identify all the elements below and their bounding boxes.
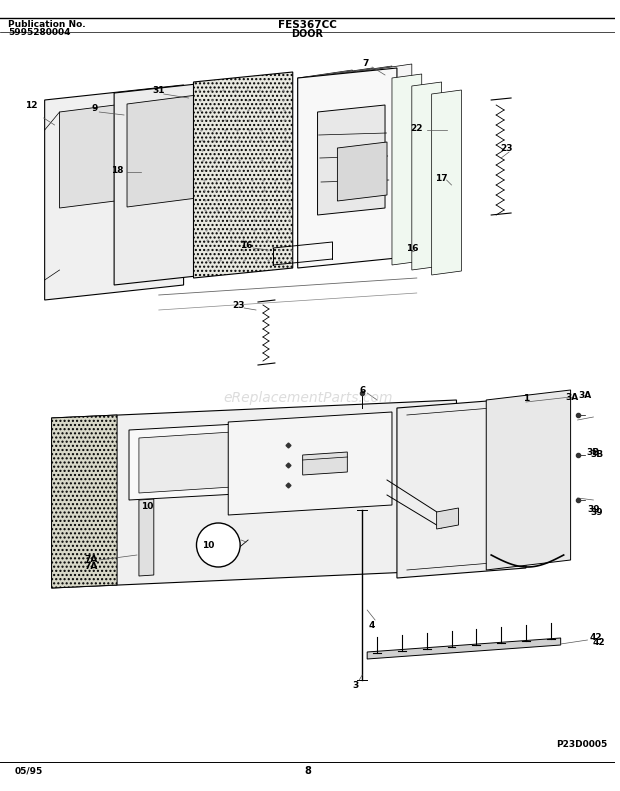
Polygon shape	[139, 430, 263, 493]
Text: 17: 17	[435, 173, 448, 183]
Polygon shape	[298, 68, 397, 268]
Text: 23: 23	[500, 143, 512, 153]
Text: 4: 4	[369, 620, 375, 630]
Text: 39: 39	[587, 505, 600, 514]
Polygon shape	[139, 499, 154, 576]
Polygon shape	[228, 412, 392, 515]
Polygon shape	[51, 415, 117, 588]
Polygon shape	[129, 422, 273, 500]
Polygon shape	[317, 68, 372, 263]
Polygon shape	[193, 72, 293, 278]
Text: 3B: 3B	[587, 448, 600, 456]
Circle shape	[197, 523, 240, 567]
Text: 7: 7	[362, 59, 368, 67]
Text: 31: 31	[153, 85, 165, 94]
Polygon shape	[397, 398, 526, 578]
Text: 7A: 7A	[84, 555, 98, 565]
Text: P23D0005: P23D0005	[556, 740, 607, 749]
Text: 16: 16	[240, 240, 252, 249]
Polygon shape	[298, 70, 352, 265]
Text: 05/95: 05/95	[15, 766, 43, 775]
Text: 12: 12	[25, 100, 38, 109]
Polygon shape	[317, 105, 385, 215]
Polygon shape	[436, 508, 458, 529]
Text: 5995280004: 5995280004	[8, 28, 71, 37]
Text: 39: 39	[590, 508, 603, 517]
Text: Publication No.: Publication No.	[8, 20, 86, 29]
Text: 18: 18	[111, 165, 123, 175]
Polygon shape	[367, 638, 560, 659]
Polygon shape	[392, 74, 422, 265]
Text: 22: 22	[410, 123, 423, 133]
Polygon shape	[45, 85, 184, 300]
Text: 1: 1	[523, 393, 529, 403]
Polygon shape	[60, 98, 171, 208]
Text: DOOR: DOOR	[291, 29, 324, 39]
Text: 3B: 3B	[590, 450, 603, 459]
Text: 8: 8	[304, 766, 311, 776]
Polygon shape	[51, 400, 456, 588]
Polygon shape	[432, 90, 461, 275]
Text: FES367CC: FES367CC	[278, 20, 337, 30]
Text: 23: 23	[232, 301, 244, 309]
Text: 10: 10	[141, 501, 153, 510]
Text: 10: 10	[202, 540, 215, 550]
Polygon shape	[486, 390, 570, 570]
Text: 3: 3	[352, 680, 358, 690]
Text: 3A: 3A	[565, 393, 579, 402]
Text: 9: 9	[91, 104, 97, 112]
Polygon shape	[337, 66, 392, 261]
Text: 42: 42	[593, 638, 605, 647]
Polygon shape	[127, 92, 220, 207]
Polygon shape	[114, 80, 233, 285]
Polygon shape	[303, 452, 347, 475]
Text: 42: 42	[589, 634, 602, 642]
Text: 7A: 7A	[84, 562, 98, 571]
Text: 6: 6	[359, 385, 365, 395]
Text: 16: 16	[405, 244, 418, 252]
Text: eReplacementParts.com: eReplacementParts.com	[223, 391, 392, 405]
Polygon shape	[357, 64, 412, 259]
Polygon shape	[412, 82, 441, 270]
Text: 3A: 3A	[579, 391, 592, 399]
Polygon shape	[337, 142, 387, 201]
